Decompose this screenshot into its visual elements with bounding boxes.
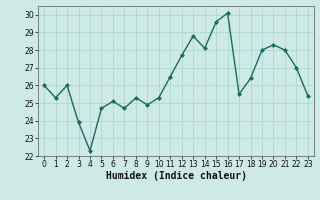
X-axis label: Humidex (Indice chaleur): Humidex (Indice chaleur): [106, 171, 246, 181]
